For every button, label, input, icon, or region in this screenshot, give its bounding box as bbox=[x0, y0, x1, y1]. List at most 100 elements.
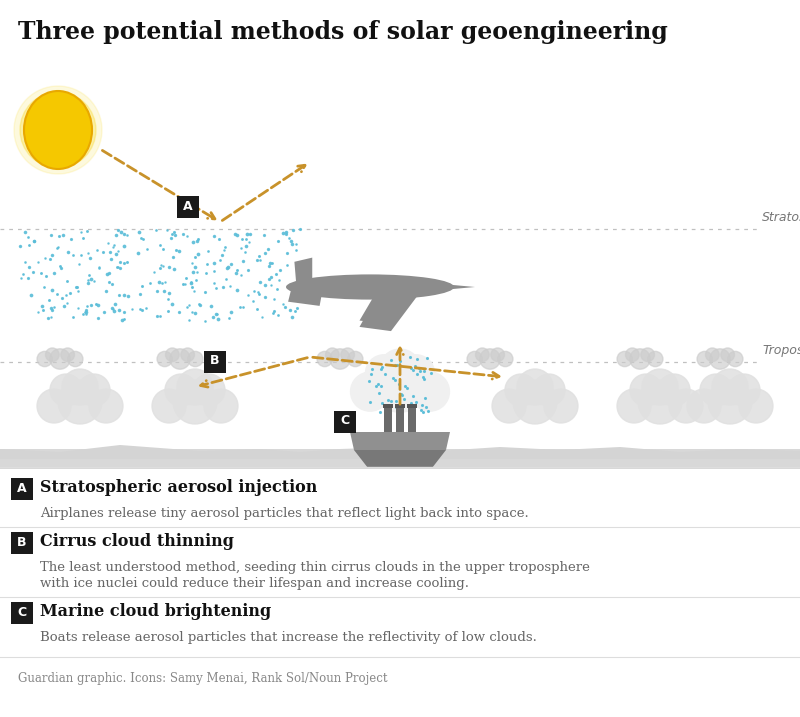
Circle shape bbox=[379, 349, 421, 391]
Circle shape bbox=[728, 351, 743, 366]
Circle shape bbox=[341, 348, 354, 361]
Polygon shape bbox=[294, 257, 312, 287]
Text: Stratospheric aerosol injection: Stratospheric aerosol injection bbox=[40, 480, 318, 496]
Text: C: C bbox=[18, 605, 26, 619]
Circle shape bbox=[706, 348, 719, 361]
Circle shape bbox=[62, 369, 98, 405]
Circle shape bbox=[491, 348, 505, 361]
Circle shape bbox=[330, 348, 350, 369]
Circle shape bbox=[50, 348, 70, 369]
Text: Airplanes release tiny aerosol particles that reflect light back into space.: Airplanes release tiny aerosol particles… bbox=[40, 507, 529, 520]
Circle shape bbox=[669, 389, 703, 423]
Circle shape bbox=[728, 374, 760, 406]
Polygon shape bbox=[359, 289, 422, 331]
Circle shape bbox=[173, 380, 217, 424]
Circle shape bbox=[204, 389, 238, 423]
Circle shape bbox=[721, 348, 734, 361]
Polygon shape bbox=[288, 289, 322, 306]
Polygon shape bbox=[0, 457, 800, 469]
Circle shape bbox=[658, 374, 690, 406]
Circle shape bbox=[89, 389, 123, 423]
Circle shape bbox=[193, 374, 225, 406]
Circle shape bbox=[708, 380, 752, 424]
Circle shape bbox=[498, 351, 513, 366]
Circle shape bbox=[410, 372, 450, 411]
Circle shape bbox=[181, 348, 194, 361]
Circle shape bbox=[46, 348, 59, 361]
Text: Marine cloud brightening: Marine cloud brightening bbox=[40, 604, 271, 620]
Bar bbox=[0, 449, 800, 469]
Circle shape bbox=[467, 351, 482, 366]
Circle shape bbox=[630, 348, 650, 369]
Bar bbox=[384, 406, 392, 432]
Circle shape bbox=[61, 348, 74, 361]
Circle shape bbox=[58, 380, 102, 424]
Circle shape bbox=[505, 374, 537, 406]
Circle shape bbox=[712, 369, 748, 405]
Ellipse shape bbox=[24, 91, 92, 169]
Text: B: B bbox=[210, 354, 220, 368]
Circle shape bbox=[366, 355, 402, 391]
Text: Stratosphere: Stratosphere bbox=[762, 211, 800, 224]
Circle shape bbox=[14, 86, 102, 174]
Circle shape bbox=[166, 348, 179, 361]
Circle shape bbox=[480, 348, 500, 369]
Text: C: C bbox=[341, 414, 350, 427]
Bar bbox=[396, 406, 404, 432]
Circle shape bbox=[533, 374, 565, 406]
Circle shape bbox=[630, 374, 662, 406]
Circle shape bbox=[641, 348, 654, 361]
Polygon shape bbox=[452, 285, 475, 289]
Circle shape bbox=[188, 351, 203, 366]
Circle shape bbox=[78, 374, 110, 406]
Text: Cirrus cloud thinning: Cirrus cloud thinning bbox=[40, 533, 234, 551]
Circle shape bbox=[317, 351, 332, 366]
Circle shape bbox=[697, 351, 712, 366]
Circle shape bbox=[642, 369, 678, 405]
Circle shape bbox=[37, 389, 71, 423]
Text: Three potential methods of solar geoengineering: Three potential methods of solar geoengi… bbox=[18, 20, 668, 44]
Circle shape bbox=[68, 351, 83, 366]
FancyBboxPatch shape bbox=[204, 351, 226, 373]
Text: B: B bbox=[18, 536, 26, 549]
Circle shape bbox=[700, 374, 732, 406]
Bar bbox=[0, 459, 800, 469]
Text: Guardian graphic. Icons: Samy Menai, Rank Sol/Noun Project: Guardian graphic. Icons: Samy Menai, Ran… bbox=[18, 672, 387, 685]
FancyBboxPatch shape bbox=[11, 478, 33, 500]
Polygon shape bbox=[350, 432, 450, 450]
Circle shape bbox=[648, 351, 663, 366]
Circle shape bbox=[157, 351, 172, 366]
Circle shape bbox=[626, 348, 639, 361]
FancyBboxPatch shape bbox=[11, 532, 33, 554]
Circle shape bbox=[152, 389, 186, 423]
Circle shape bbox=[165, 374, 197, 406]
Circle shape bbox=[475, 348, 489, 361]
FancyBboxPatch shape bbox=[334, 411, 356, 433]
Text: A: A bbox=[183, 199, 193, 212]
Text: with ice nuclei could reduce their lifespan and increase cooling.: with ice nuclei could reduce their lifes… bbox=[40, 577, 469, 590]
Circle shape bbox=[492, 389, 526, 423]
Circle shape bbox=[739, 389, 773, 423]
Circle shape bbox=[20, 92, 96, 168]
Polygon shape bbox=[354, 450, 446, 468]
Circle shape bbox=[544, 389, 578, 423]
Bar bbox=[395, 404, 405, 408]
Circle shape bbox=[638, 380, 682, 424]
Circle shape bbox=[617, 351, 632, 366]
Circle shape bbox=[170, 348, 190, 369]
Text: A: A bbox=[17, 482, 27, 495]
FancyBboxPatch shape bbox=[11, 602, 33, 624]
Bar bbox=[383, 404, 393, 408]
Circle shape bbox=[513, 380, 557, 424]
Text: Boats release aerosol particles that increase the reflectivity of low clouds.: Boats release aerosol particles that inc… bbox=[40, 631, 537, 644]
Circle shape bbox=[350, 372, 390, 411]
Ellipse shape bbox=[286, 275, 454, 300]
Circle shape bbox=[517, 369, 553, 405]
Text: Troposhere: Troposhere bbox=[762, 344, 800, 357]
Circle shape bbox=[687, 389, 721, 423]
Circle shape bbox=[37, 351, 52, 366]
Text: The least understood method, seeding thin cirrus clouds in the upper troposphere: The least understood method, seeding thi… bbox=[40, 561, 590, 574]
Bar bbox=[408, 406, 416, 432]
FancyBboxPatch shape bbox=[177, 196, 199, 218]
Polygon shape bbox=[359, 285, 422, 324]
